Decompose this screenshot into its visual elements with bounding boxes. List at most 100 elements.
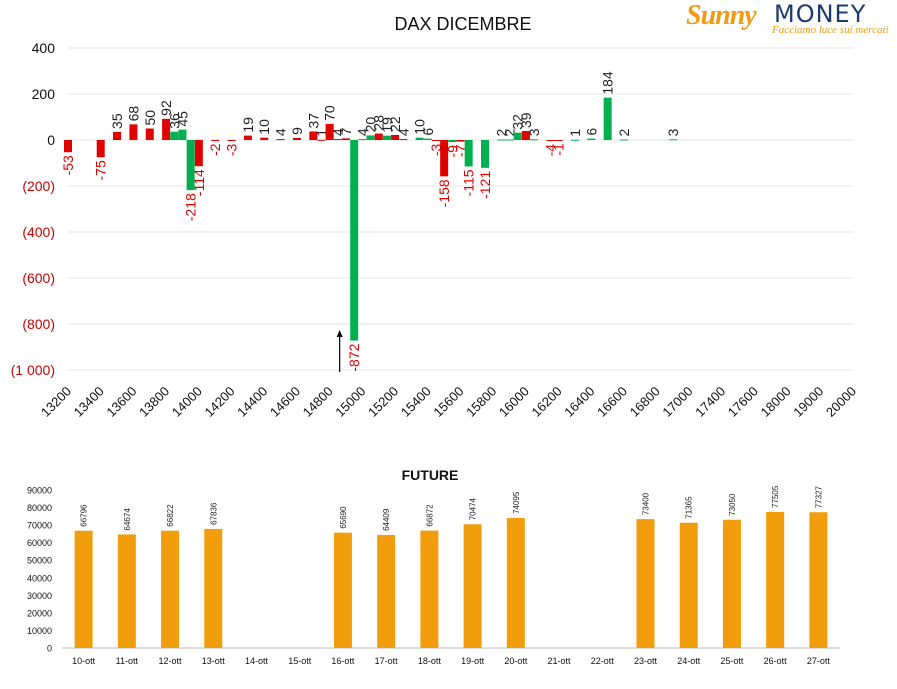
data-label: 4 — [354, 128, 370, 136]
data-label: 19 — [240, 117, 256, 133]
y-tick-label: (400) — [22, 224, 55, 240]
chart-title: DAX DICEMBRE — [394, 14, 531, 34]
sunny-money-logo: Sunny MONEY Facciamo luce sui mercati — [686, 0, 891, 38]
y-tick-label: 30000 — [27, 591, 52, 601]
x-tick-label: 10-ott — [72, 656, 96, 666]
y-tick-label: 400 — [32, 40, 56, 56]
data-label: 4 — [395, 128, 411, 136]
x-tick-label: 13-ott — [202, 656, 226, 666]
data-label: 77505 — [771, 485, 780, 508]
x-tick-label: 13400 — [71, 384, 107, 420]
x-tick-label: 15800 — [463, 384, 499, 420]
data-label: 10 — [256, 119, 272, 135]
x-tick-label: 20000 — [823, 384, 859, 420]
bar — [211, 140, 220, 141]
bar — [74, 530, 93, 648]
y-tick-label: (1 000) — [11, 362, 55, 378]
bar — [423, 138, 432, 140]
data-label: 22 — [387, 116, 403, 132]
bar — [186, 140, 195, 191]
y-tick-label: 0 — [47, 132, 55, 148]
bar — [464, 140, 473, 167]
bar — [374, 133, 383, 140]
bar — [227, 140, 236, 141]
data-label: 1 — [313, 129, 329, 137]
data-label: 67836 — [209, 502, 218, 525]
x-tick-label: 25-ott — [720, 656, 744, 666]
bar — [129, 124, 138, 140]
bar — [204, 528, 223, 648]
bar — [679, 522, 698, 648]
x-tick-label: 13200 — [38, 384, 74, 420]
x-tick-label: 15600 — [430, 384, 466, 420]
bar — [194, 140, 203, 167]
x-tick-label: 15-ott — [288, 656, 312, 666]
data-label: 50 — [142, 110, 158, 126]
data-label: 73050 — [728, 493, 737, 516]
x-tick-label: 15400 — [398, 384, 434, 420]
x-tick-label: 17400 — [692, 384, 728, 420]
y-tick-label: (600) — [22, 270, 55, 286]
bar — [431, 140, 440, 141]
bar — [309, 131, 318, 140]
bar — [587, 138, 596, 140]
bar — [96, 140, 105, 158]
bar — [350, 140, 359, 341]
bar — [463, 524, 482, 648]
y-tick-label: (800) — [22, 316, 55, 332]
bar — [276, 139, 285, 141]
x-tick-label: 13800 — [136, 384, 172, 420]
x-tick-label: 26-ott — [764, 656, 788, 666]
data-label: -114 — [191, 169, 207, 196]
data-label: 70474 — [469, 497, 478, 520]
data-label: 71365 — [685, 496, 694, 519]
x-tick-label: 16-ott — [331, 656, 355, 666]
data-label: 2 — [502, 129, 518, 137]
data-label: 28 — [371, 115, 387, 131]
bar — [513, 132, 522, 140]
data-label: 32 — [510, 114, 526, 130]
bar — [554, 140, 563, 141]
x-tick-label: 14400 — [234, 384, 270, 420]
data-label: -218 — [183, 193, 199, 221]
data-label: -1 — [551, 143, 567, 156]
data-label: 65690 — [339, 506, 348, 529]
x-tick-label: 21-ott — [548, 656, 572, 666]
x-tick-label: 23-ott — [634, 656, 658, 666]
data-label: 10 — [412, 119, 428, 135]
data-label: 2 — [616, 129, 632, 137]
data-label: 68 — [125, 106, 141, 122]
bar — [366, 135, 375, 140]
data-label: 4 — [330, 128, 346, 136]
data-label: 66872 — [425, 504, 434, 527]
bar — [292, 137, 301, 140]
bar — [260, 137, 269, 140]
x-tick-label: 17000 — [659, 384, 695, 420]
y-tick-label: 60000 — [27, 538, 52, 548]
bar — [243, 135, 252, 140]
y-tick-label: 20000 — [27, 608, 52, 618]
bar — [440, 140, 449, 177]
logo-tagline: Facciamo luce sui mercati — [772, 24, 889, 36]
x-tick-label: 22-ott — [591, 656, 615, 666]
data-label: 77327 — [814, 485, 823, 508]
bar — [317, 139, 326, 141]
data-label: -9 — [444, 145, 460, 158]
data-label: 64409 — [382, 508, 391, 531]
data-label: 19 — [379, 117, 395, 133]
x-tick-label: 18-ott — [418, 656, 442, 666]
x-tick-label: 16200 — [529, 384, 565, 420]
bar — [325, 123, 334, 140]
x-tick-label: 14800 — [300, 384, 336, 420]
data-label: 35 — [109, 113, 125, 129]
annotation-arrow-head — [336, 330, 343, 337]
data-label: 2 — [493, 129, 509, 137]
data-label: 39 — [518, 112, 534, 128]
bar — [113, 131, 122, 140]
bar — [342, 138, 351, 140]
bar — [117, 534, 136, 648]
dax-dicembre-chart: DAX DICEMBRE 400 200 0 (200) (400) (600) (800) (… — [11, 14, 859, 420]
bar — [636, 519, 655, 648]
data-label: 7 — [338, 127, 354, 135]
